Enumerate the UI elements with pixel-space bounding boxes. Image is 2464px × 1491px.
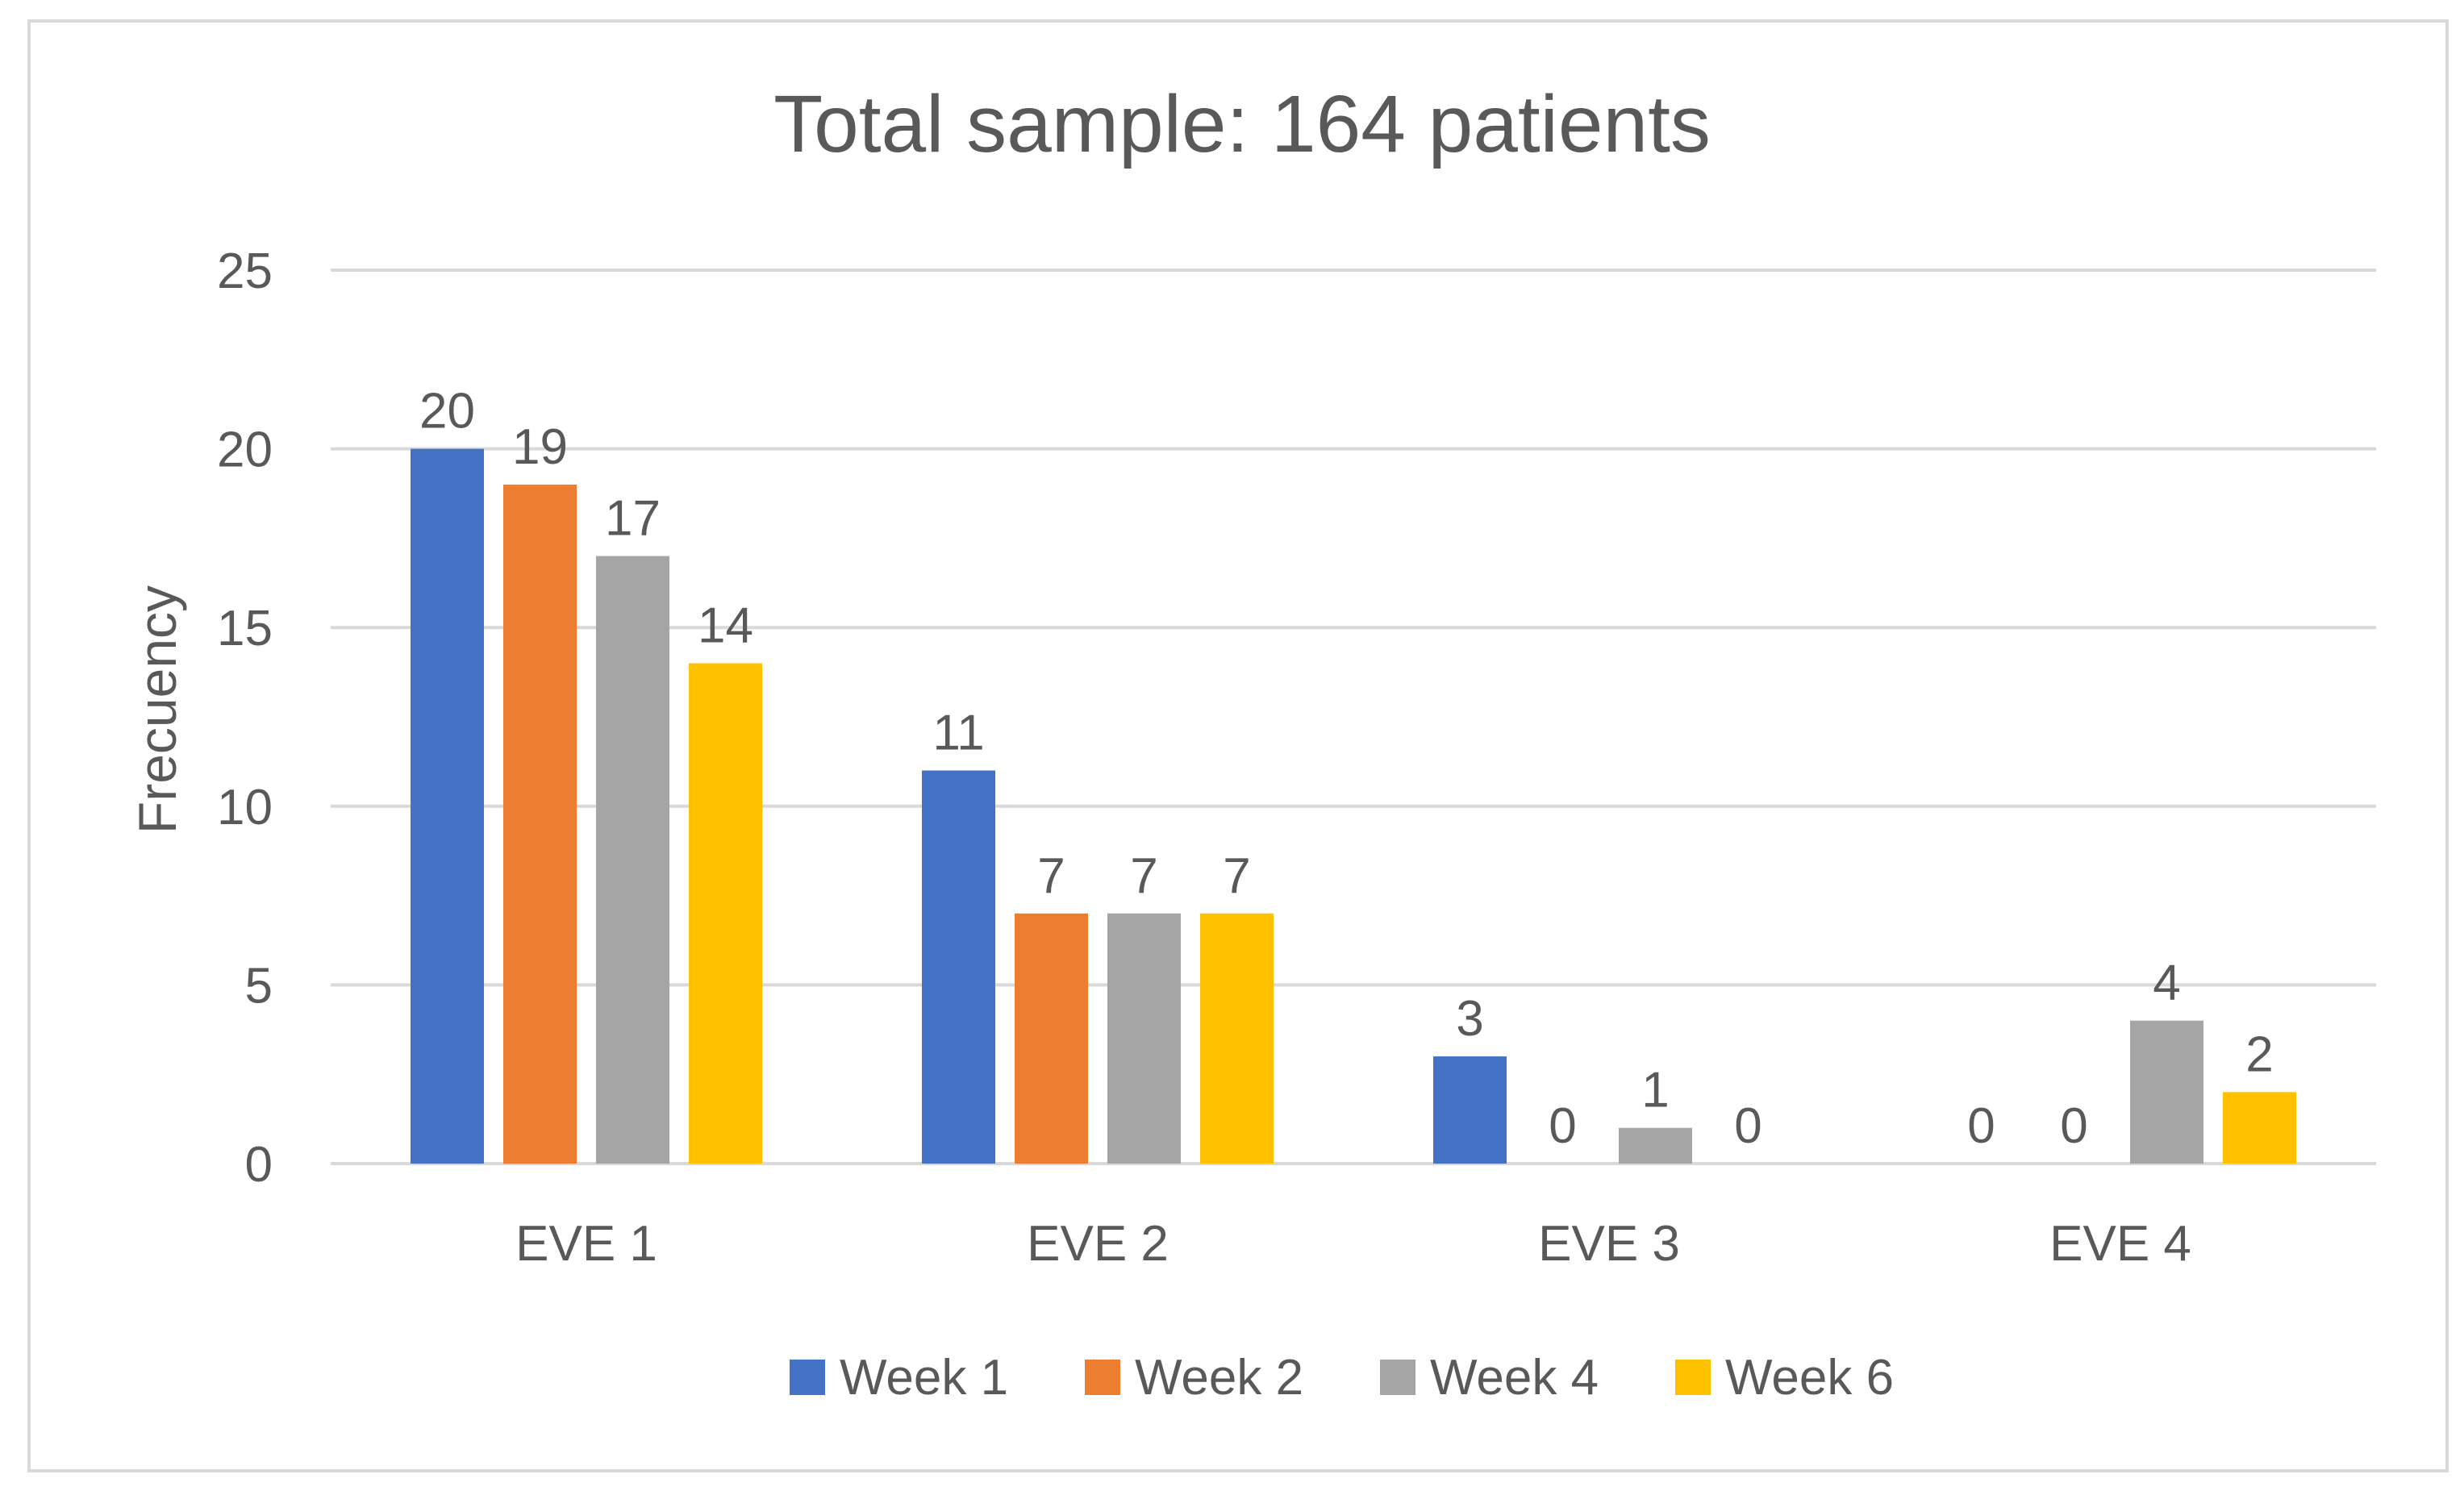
legend-swatch (790, 1360, 825, 1395)
y-tick-label: 5 (245, 958, 273, 1014)
data-label: 14 (698, 598, 753, 654)
y-axis-ticks: 0 5 10 15 20 25 (217, 244, 273, 1193)
data-label: 4 (2153, 956, 2180, 1011)
x-tick-label: EVE 3 (1538, 1216, 1680, 1272)
data-label: 11 (932, 705, 984, 760)
legend-label: Week 6 (1725, 1350, 1894, 1406)
y-tick-label: 0 (245, 1137, 273, 1193)
legend-item: Week 6 (1675, 1350, 1894, 1406)
bar (411, 448, 484, 1164)
bar (2130, 1020, 2203, 1164)
x-tick-label: EVE 4 (2049, 1216, 2191, 1272)
y-tick-label: 25 (217, 244, 273, 299)
y-tick-label: 10 (217, 780, 273, 835)
legend-swatch (1380, 1360, 1415, 1395)
legend-label: Week 2 (1135, 1350, 1303, 1406)
bar (1619, 1127, 1692, 1164)
x-tick-label: EVE 2 (1027, 1216, 1169, 1272)
y-axis-label: Frecuency (127, 585, 187, 834)
data-label: 0 (1549, 1098, 1576, 1154)
bar (1433, 1056, 1507, 1164)
data-label: 7 (1130, 848, 1157, 904)
data-label: 17 (605, 491, 661, 547)
data-label: 7 (1037, 848, 1065, 904)
bar (1200, 913, 1274, 1164)
data-label: 2 (2245, 1027, 2273, 1082)
bar (596, 556, 669, 1164)
bars (411, 448, 2296, 1164)
chart-title: Total sample: 164 patients (773, 79, 1711, 169)
data-label: 0 (1734, 1098, 1761, 1154)
legend-label: Week 4 (1430, 1350, 1599, 1406)
bar (689, 663, 762, 1164)
x-tick-label: EVE 1 (515, 1216, 657, 1272)
data-label: 3 (1456, 991, 1483, 1047)
data-label: 19 (512, 419, 568, 475)
gridlines (331, 269, 2376, 1165)
bar (922, 770, 995, 1164)
legend-item: Week 4 (1380, 1350, 1599, 1406)
legend-label: Week 1 (840, 1350, 1008, 1406)
legend-item: Week 2 (1085, 1350, 1303, 1406)
data-label: 1 (1641, 1063, 1669, 1118)
data-labels: 20 19 17 14 11 7 7 7 3 0 1 0 0 0 4 2 (419, 384, 2274, 1154)
bar (503, 484, 577, 1164)
y-tick-label: 15 (217, 601, 273, 656)
x-axis-ticks: EVE 1 EVE 2 EVE 3 EVE 4 (515, 1216, 2191, 1272)
legend-item: Week 1 (790, 1350, 1008, 1406)
data-label: 0 (1967, 1098, 1995, 1154)
y-tick-label: 20 (217, 423, 273, 478)
legend: Week 1 Week 2 Week 4 Week 6 (790, 1350, 1894, 1406)
legend-swatch (1675, 1360, 1711, 1395)
legend-swatch (1085, 1360, 1120, 1395)
bar (1015, 913, 1088, 1164)
bar (1107, 913, 1181, 1164)
bar (2223, 1092, 2296, 1164)
data-label: 20 (419, 384, 475, 439)
data-label: 0 (2060, 1098, 2087, 1154)
data-label: 7 (1223, 848, 1250, 904)
